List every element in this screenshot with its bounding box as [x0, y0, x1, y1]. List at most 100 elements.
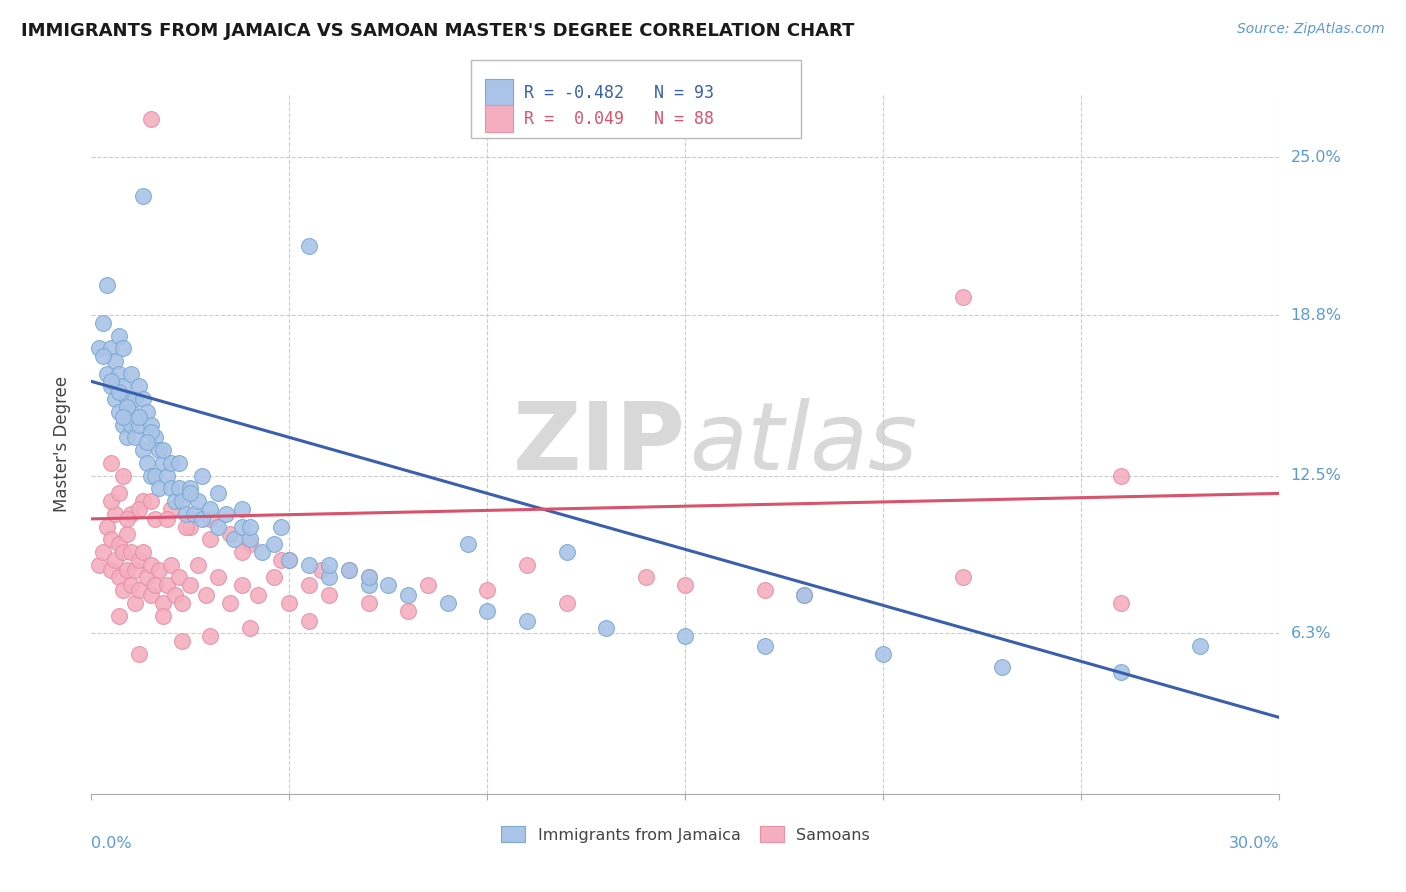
Point [991, 659, 1014, 673]
Point [396, 588, 419, 602]
Point [124, 596, 146, 610]
Text: 30.0%: 30.0% [1229, 836, 1279, 851]
Point [108, 405, 131, 419]
Point [132, 494, 155, 508]
Point [112, 379, 135, 393]
Point [120, 367, 142, 381]
Point [96, 367, 118, 381]
Point [143, 578, 166, 592]
Point [159, 481, 181, 495]
Point [231, 519, 253, 533]
Point [100, 341, 122, 355]
Point [152, 596, 174, 610]
Point [952, 290, 974, 304]
Point [172, 634, 194, 648]
Text: 18.8%: 18.8% [1291, 308, 1341, 323]
Point [143, 468, 166, 483]
Point [298, 614, 321, 628]
Point [231, 545, 253, 559]
Point [187, 558, 209, 572]
Point [172, 596, 194, 610]
Point [120, 417, 142, 432]
Point [595, 621, 617, 635]
Point [309, 563, 332, 577]
Point [1109, 468, 1132, 483]
Point [298, 239, 321, 253]
Point [96, 519, 118, 533]
Point [337, 563, 360, 577]
Point [516, 558, 538, 572]
Point [754, 583, 776, 598]
Point [673, 629, 696, 643]
Point [200, 501, 222, 516]
Point [239, 519, 262, 533]
Point [152, 443, 174, 458]
Point [108, 384, 131, 399]
Point [112, 341, 135, 355]
Point [270, 519, 292, 533]
Point [115, 400, 138, 414]
Point [112, 410, 135, 425]
Point [416, 578, 439, 592]
Point [115, 563, 138, 577]
Point [357, 570, 380, 584]
Point [128, 647, 150, 661]
Point [139, 112, 162, 127]
Point [222, 533, 245, 547]
Point [555, 596, 578, 610]
Point [132, 443, 155, 458]
Point [128, 501, 150, 516]
Legend: Immigrants from Jamaica, Samoans: Immigrants from Jamaica, Samoans [495, 820, 876, 849]
Point [793, 588, 815, 602]
Point [132, 392, 155, 407]
Point [159, 501, 181, 516]
Point [135, 570, 157, 584]
Point [148, 481, 170, 495]
Point [231, 578, 253, 592]
Text: ZIP: ZIP [513, 398, 685, 490]
Point [148, 443, 170, 458]
Point [219, 527, 242, 541]
Point [139, 494, 162, 508]
Point [91, 316, 114, 330]
Point [1189, 639, 1212, 653]
Point [132, 188, 155, 202]
Point [139, 588, 162, 602]
Point [191, 512, 214, 526]
Point [179, 519, 201, 533]
Point [115, 527, 138, 541]
Point [337, 563, 360, 577]
Point [139, 417, 162, 432]
Point [167, 456, 190, 470]
Point [159, 558, 181, 572]
Point [457, 537, 479, 551]
Point [318, 588, 340, 602]
Point [112, 417, 135, 432]
Point [278, 596, 301, 610]
Point [200, 629, 222, 643]
Point [96, 277, 118, 292]
Point [108, 328, 131, 343]
Point [634, 570, 657, 584]
Point [120, 578, 142, 592]
Point [89, 341, 111, 355]
Text: 0.0%: 0.0% [91, 836, 132, 851]
Point [156, 512, 179, 526]
Point [207, 570, 229, 584]
Point [179, 486, 201, 500]
Point [91, 545, 114, 559]
Point [187, 494, 209, 508]
Point [143, 512, 166, 526]
Point [172, 494, 194, 508]
Point [239, 621, 262, 635]
Point [156, 578, 179, 592]
Point [104, 507, 127, 521]
Point [231, 501, 253, 516]
Point [100, 563, 122, 577]
Point [377, 578, 399, 592]
Point [132, 545, 155, 559]
Point [124, 563, 146, 577]
Point [754, 639, 776, 653]
Point [120, 507, 142, 521]
Point [112, 583, 135, 598]
